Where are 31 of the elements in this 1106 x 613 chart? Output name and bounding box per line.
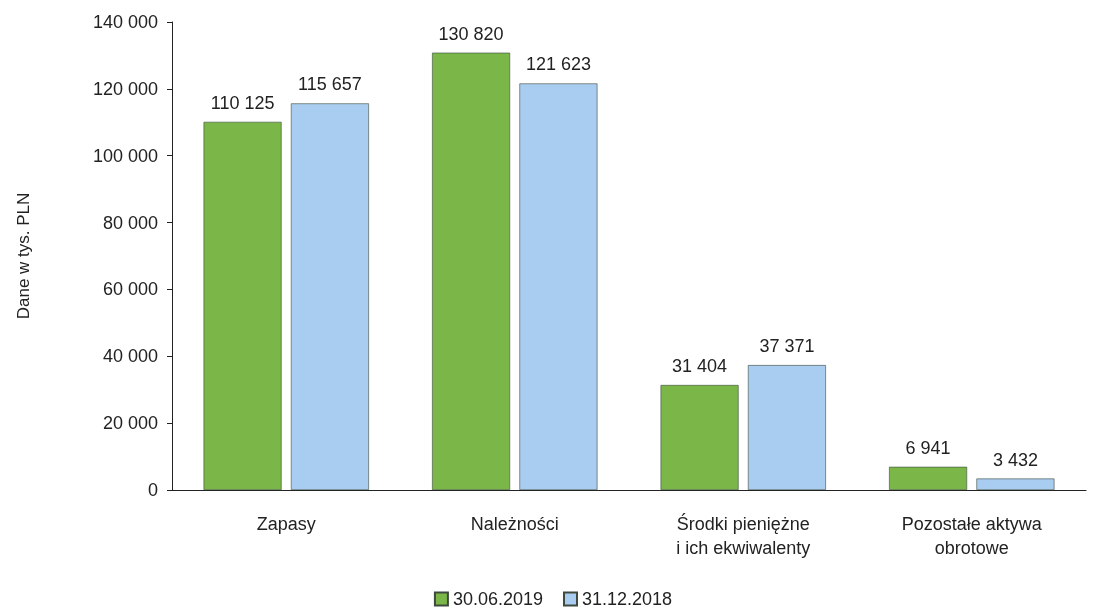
y-tick-label: 40 000 bbox=[102, 346, 158, 367]
bar bbox=[203, 121, 282, 490]
y-tick-label: 120 000 bbox=[92, 78, 158, 99]
data-label: 6 941 bbox=[905, 437, 951, 458]
bar bbox=[660, 385, 739, 490]
y-tick-label: 80 000 bbox=[102, 212, 158, 233]
data-label: 3 432 bbox=[992, 449, 1038, 470]
y-tick-label: 20 000 bbox=[102, 413, 158, 434]
y-axis-title: Dane w tys. PLN bbox=[14, 192, 33, 320]
bar bbox=[290, 103, 369, 490]
bar bbox=[976, 478, 1055, 490]
bar bbox=[747, 365, 826, 490]
data-label: 121 623 bbox=[525, 54, 591, 75]
data-label: 37 371 bbox=[759, 336, 815, 357]
y-tick-label: 100 000 bbox=[92, 145, 158, 166]
x-tick-label: Zapasy bbox=[256, 514, 316, 534]
legend-label: 30.06.2019 bbox=[452, 589, 544, 609]
x-tick-label: Należności bbox=[470, 514, 559, 534]
y-tick-label: 60 000 bbox=[102, 279, 158, 300]
bar bbox=[889, 466, 968, 490]
data-label: 130 820 bbox=[438, 23, 504, 44]
y-tick-label: 140 000 bbox=[92, 12, 158, 32]
data-label: 110 125 bbox=[210, 92, 275, 113]
data-label: 115 657 bbox=[298, 74, 362, 95]
data-label: 31 404 bbox=[672, 356, 728, 377]
y-tick-label: 0 bbox=[147, 480, 158, 500]
x-tick-label: Środki pieniężne i ich ekwiwalenty bbox=[676, 513, 811, 558]
x-tick-label: Pozostałe aktywa obrotowe bbox=[901, 514, 1043, 558]
legend-label: 31.12.2018 bbox=[582, 589, 673, 609]
bar bbox=[519, 83, 598, 490]
bar bbox=[432, 52, 511, 490]
